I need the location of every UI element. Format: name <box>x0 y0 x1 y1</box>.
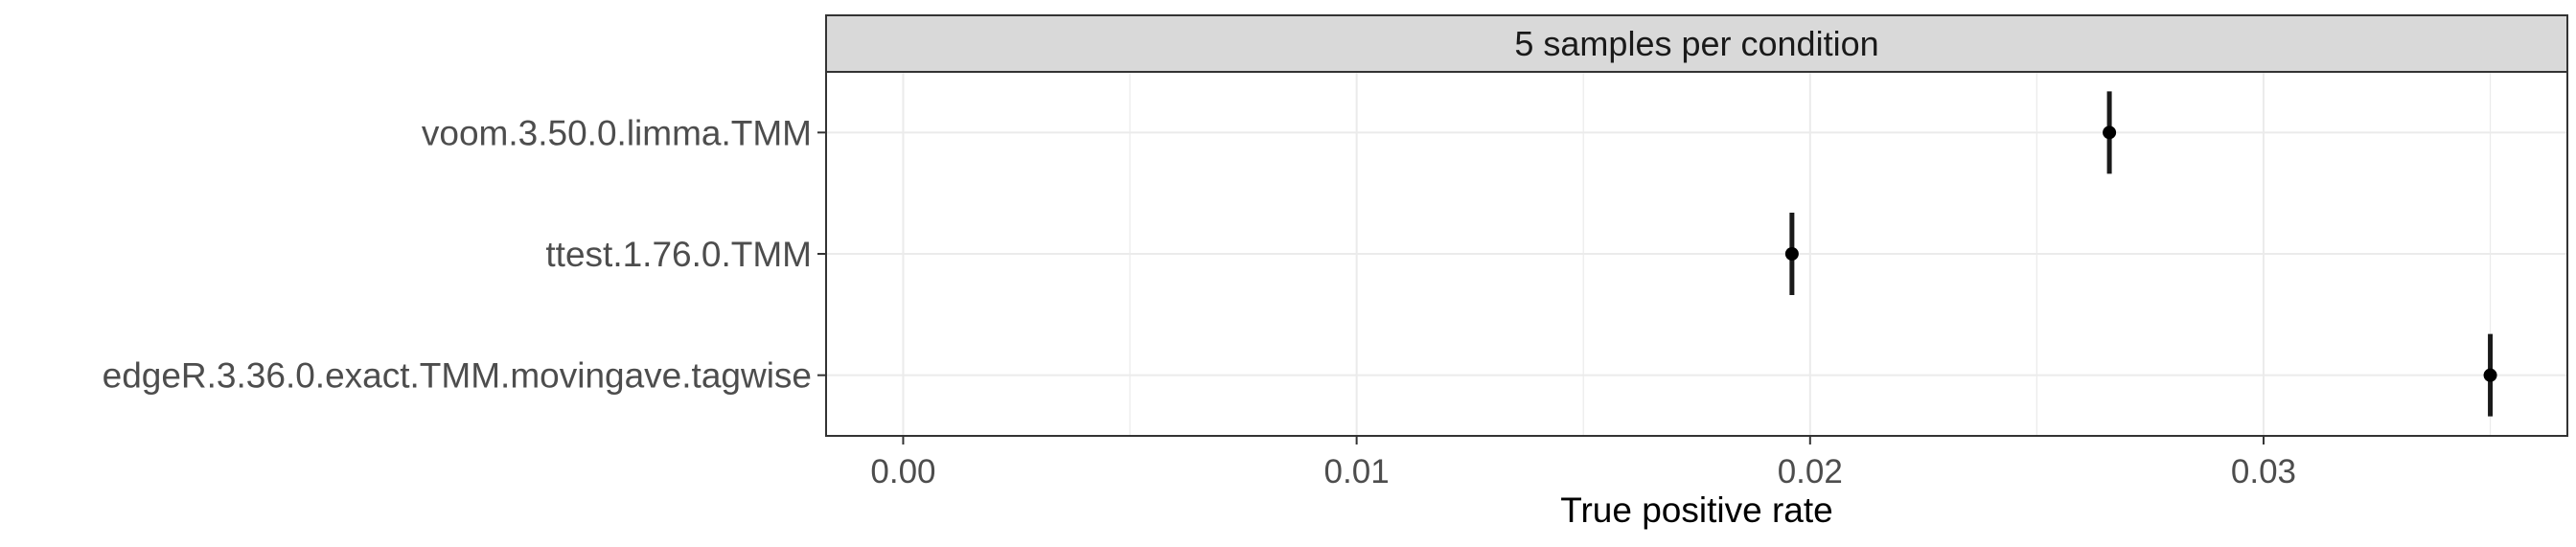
marks-layer <box>1784 91 2497 417</box>
y-tick-label: edgeR.3.36.0.exact.TMM.movingave.tagwise <box>103 356 812 396</box>
x-tick-label: 0.03 <box>2231 453 2296 490</box>
data-point <box>1784 247 1799 261</box>
labels-layer: 0.00 0.01 0.02 0.03 voom.3.50.0.limma.TMM tte… <box>103 113 2296 490</box>
x-tick-label: 0.01 <box>1324 453 1390 490</box>
data-point <box>2103 125 2117 140</box>
x-tick-label: 0.00 <box>870 453 935 490</box>
x-tick-label: 0.02 <box>1778 453 1843 490</box>
y-tick-label: voom.3.50.0.limma.TMM <box>422 113 812 152</box>
x-axis-title: True positive rate <box>1560 490 1832 530</box>
facet-strip <box>825 14 2568 73</box>
facet-strip-label: 5 samples per condition <box>1514 24 1878 63</box>
ticks-layer <box>817 131 2265 444</box>
y-tick-label: ttest.1.76.0.TMM <box>545 235 812 274</box>
data-point <box>2483 368 2497 382</box>
